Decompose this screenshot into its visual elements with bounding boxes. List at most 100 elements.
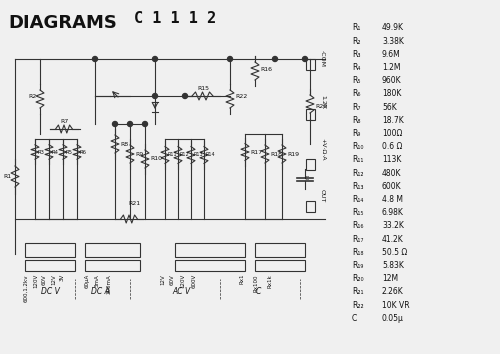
Text: C: C (256, 287, 260, 297)
Text: 300mA: 300mA (107, 274, 112, 294)
Text: 10K VR: 10K VR (382, 301, 409, 310)
Text: R₁₇: R₁₇ (352, 235, 364, 244)
Text: Rx1k: Rx1k (267, 274, 272, 288)
Circle shape (272, 57, 278, 62)
Text: R1: R1 (3, 173, 11, 178)
Text: 56K: 56K (382, 103, 397, 112)
Text: R20: R20 (315, 103, 327, 108)
Text: R₂₁: R₂₁ (352, 287, 364, 297)
Text: 60V: 60V (42, 274, 47, 285)
Circle shape (152, 57, 158, 62)
Text: 50.5 Ω: 50.5 Ω (382, 248, 407, 257)
Text: 12V: 12V (51, 274, 56, 285)
Text: C 1 1 1 2: C 1 1 1 2 (134, 11, 216, 26)
Text: R₇: R₇ (352, 103, 360, 112)
Bar (85, 243, 140, 257)
Text: 33.2K: 33.2K (382, 222, 404, 230)
Circle shape (92, 57, 98, 62)
Circle shape (142, 121, 148, 126)
Text: 180K: 180K (382, 90, 402, 98)
Text: 18.7K: 18.7K (382, 116, 404, 125)
Text: 12M: 12M (382, 274, 398, 283)
Text: R₂₀: R₂₀ (352, 274, 364, 283)
Text: R₂₂: R₂₂ (352, 301, 364, 310)
Text: R11: R11 (167, 153, 176, 158)
Text: R12: R12 (180, 153, 190, 158)
Text: R₁₆: R₁₆ (352, 222, 364, 230)
Text: 100Ω: 100Ω (382, 129, 402, 138)
Bar (306, 58, 314, 69)
Text: R4: R4 (51, 149, 58, 154)
Text: 120V: 120V (33, 274, 38, 288)
Text: OUT: OUT (320, 189, 325, 203)
Circle shape (112, 121, 117, 126)
Text: R₉: R₉ (352, 129, 360, 138)
Text: R6: R6 (79, 149, 86, 154)
Text: 1.2K: 1.2K (320, 95, 325, 109)
Text: R18: R18 (270, 152, 282, 156)
Text: 6.98K: 6.98K (382, 208, 404, 217)
Circle shape (302, 57, 308, 62)
Circle shape (128, 121, 132, 126)
Bar (306, 159, 314, 170)
Text: DIAGRAMS: DIAGRAMS (8, 14, 117, 32)
Text: C: C (305, 176, 310, 181)
Text: 4.8 M: 4.8 M (382, 195, 403, 204)
Text: R₁₄: R₁₄ (352, 195, 364, 204)
Text: R₁₀: R₁₀ (352, 142, 364, 151)
Text: 113K: 113K (382, 155, 402, 165)
Text: Rx100: Rx100 (253, 274, 258, 291)
Text: -COM: -COM (320, 51, 325, 68)
Text: R21: R21 (128, 201, 140, 206)
Text: R₁₂: R₁₂ (352, 169, 364, 178)
Text: 2.26K: 2.26K (382, 287, 404, 297)
Text: R13: R13 (193, 153, 202, 158)
Bar (25, 260, 75, 271)
Text: R9: R9 (135, 152, 143, 156)
Text: 3mA: 3mA (95, 274, 100, 287)
Text: R₁₉: R₁₉ (352, 261, 364, 270)
Text: R19: R19 (287, 152, 299, 156)
Text: C: C (352, 314, 357, 323)
Bar (85, 260, 140, 271)
Bar (306, 108, 314, 120)
Text: R₂: R₂ (352, 37, 360, 46)
Text: 9.6M: 9.6M (382, 50, 401, 59)
Text: R16: R16 (260, 67, 272, 72)
Text: 600,1.2kv: 600,1.2kv (23, 274, 28, 302)
Text: 600K: 600K (382, 182, 402, 191)
Text: R₁₈: R₁₈ (352, 248, 364, 257)
Text: R10: R10 (150, 156, 162, 161)
Circle shape (228, 57, 232, 62)
Text: R7: R7 (60, 119, 68, 124)
Text: R₃: R₃ (352, 50, 360, 59)
Text: R5: R5 (65, 149, 72, 154)
Text: R8: R8 (120, 142, 128, 147)
Text: R₈: R₈ (352, 116, 360, 125)
Bar (175, 260, 245, 271)
Bar (306, 200, 314, 211)
Text: R₆: R₆ (352, 90, 360, 98)
Text: 0.6 Ω: 0.6 Ω (382, 142, 402, 151)
Text: 120V: 120V (180, 274, 185, 288)
Bar (175, 243, 245, 257)
Text: 60μA: 60μA (85, 274, 90, 288)
Text: R₅: R₅ (352, 76, 360, 85)
Text: DC V: DC V (40, 287, 60, 297)
Text: R3: R3 (37, 149, 44, 154)
Text: R22: R22 (235, 93, 247, 98)
Text: R₄: R₄ (352, 63, 360, 72)
Text: 5.83K: 5.83K (382, 261, 404, 270)
Text: 49.9K: 49.9K (382, 23, 404, 33)
Text: DC A: DC A (90, 287, 110, 297)
Text: 3V: 3V (60, 274, 65, 281)
Text: R₁₁: R₁₁ (352, 155, 364, 165)
Text: 60V: 60V (170, 274, 175, 285)
Text: Rx1: Rx1 (240, 274, 245, 285)
Text: 41.2K: 41.2K (382, 235, 404, 244)
Circle shape (152, 93, 158, 98)
Text: R15: R15 (197, 86, 209, 91)
Text: AC V: AC V (173, 287, 191, 297)
Text: R₁₅: R₁₅ (352, 208, 364, 217)
Text: 3.38K: 3.38K (382, 37, 404, 46)
